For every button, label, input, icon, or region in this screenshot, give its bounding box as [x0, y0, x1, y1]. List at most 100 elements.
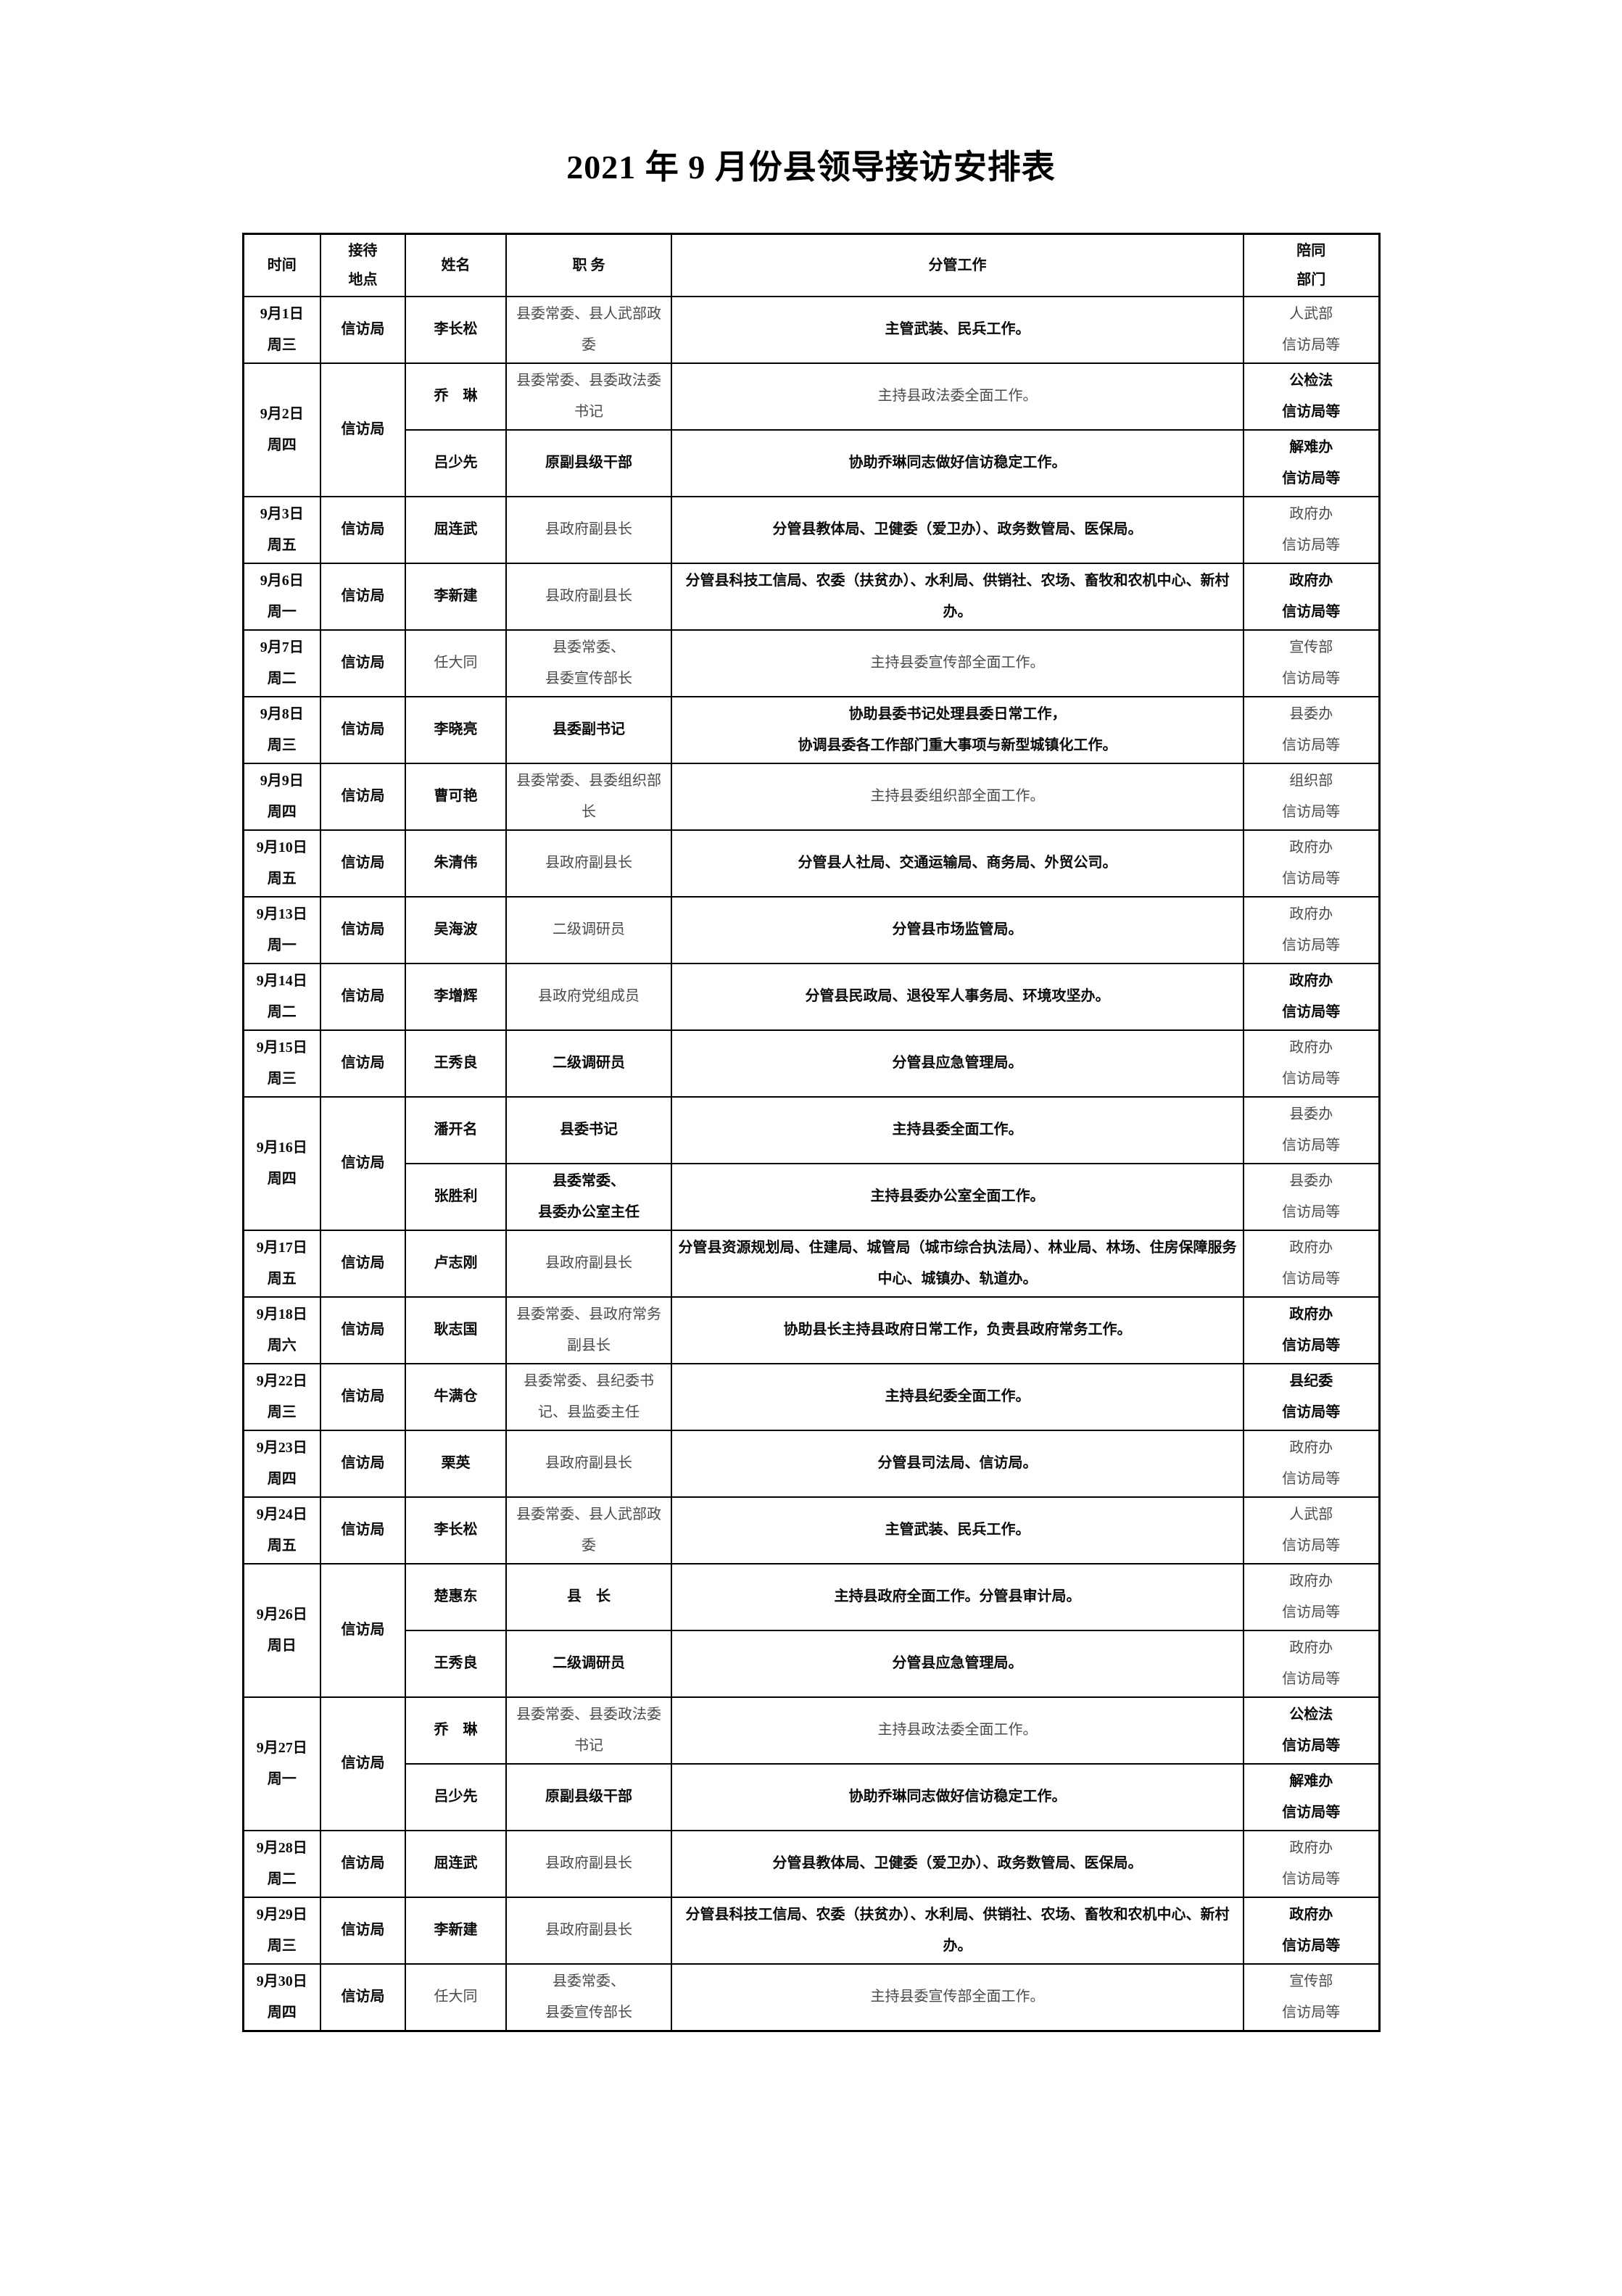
column-header-time: 时间 — [242, 233, 321, 297]
location-cell: 信访局 — [320, 1362, 406, 1431]
table-row: 9月23日 周四 信访局 栗英 县政府副县长 分管县司法局、信访局。 政府办 信访局等 — [242, 1429, 1380, 1498]
name-cell: 吕少先 — [405, 1762, 507, 1831]
table-row: 吕少先 原副县级干部 协助乔琳同志做好信访稳定工作。 解难办 信访局等 — [243, 1762, 1380, 1831]
location-cell: 信访局 — [320, 1029, 406, 1098]
table-row: 9月10日 周五 信访局 朱清伟 县政府副县长 分管县人社局、交通运输局、商务局、外贸公… — [242, 829, 1380, 898]
table-row: 9月6日 周一 信访局 李新建 县政府副县长 分管县科技工信局、农委（扶贫办）、水利局、… — [242, 562, 1380, 631]
location-cell: 信访局 — [320, 1296, 406, 1364]
name-cell: 曹可艳 — [405, 762, 507, 831]
date-cell: 9月29日 周三 — [242, 1896, 321, 1965]
table-row: 9月3日 周五 信访局 屈连武 县政府副县长 分管县教体局、卫健委（爱卫办）、政务数管局… — [242, 495, 1380, 564]
column-header-location: 接待 地点 — [320, 233, 406, 297]
work-cell: 协助乔琳同志做好信访稳定工作。 — [671, 428, 1244, 497]
table-row: 9月7日 周二 信访局 任大同 县委常委、 县委宣传部长 主持县委宣传部全面工作。 宣传部… — [242, 629, 1380, 697]
location-cell: 信访局 — [320, 362, 406, 497]
dept-cell: 政府办 信访局等 — [1243, 1629, 1380, 1698]
job-cell: 县政府副县长 — [505, 829, 672, 898]
column-header-work: 分管工作 — [671, 233, 1244, 297]
table-row: 9月2日 周四 信访局乔 琳县委常委、县委政法委书记 主持县政法委全面工作。 公检法 … — [242, 362, 1380, 497]
job-cell: 原副县级干部 — [505, 1762, 672, 1831]
table-row: 张胜利 县委常委、 县委办公室主任 主持县委办公室全面工作。 县委办 信访局等 — [243, 1162, 1380, 1231]
job-cell: 县 长 — [505, 1562, 672, 1631]
name-cell: 吕少先 — [405, 428, 507, 497]
date-cell: 9月14日 周二 — [242, 962, 321, 1031]
job-cell: 县委副书记 — [505, 695, 672, 764]
table-row: 9月18日 周六 信访局 耿志国 县委常委、县政府常务副县长 协助县长主持县政府日常工作… — [242, 1296, 1380, 1364]
dept-cell: 政府办 信访局等 — [1243, 1029, 1380, 1098]
name-cell: 耿志国 — [405, 1296, 507, 1364]
location-cell: 信访局 — [320, 695, 406, 764]
name-cell: 任大同 — [405, 629, 507, 697]
job-cell: 二级调研员 — [505, 895, 672, 964]
table-row: 9月28日 周二 信访局 屈连武 县政府副县长 分管县教体局、卫健委（爱卫办）、政务数管… — [242, 1829, 1380, 1898]
date-cell: 9月23日 周四 — [242, 1429, 321, 1498]
name-cell: 乔 琳 — [405, 362, 507, 431]
dept-cell: 宣传部 信访局等 — [1243, 629, 1380, 697]
location-cell: 信访局 — [320, 895, 406, 964]
date-cell: 9月3日 周五 — [242, 495, 321, 564]
table-row: 9月27日 周一 信访局乔 琳县委常委、县委政法委书记 主持县政法委全面工作。 公检法… — [242, 1696, 1380, 1831]
name-cell: 李长松 — [405, 1496, 507, 1564]
dept-cell: 政府办 信访局等 — [1243, 829, 1380, 898]
name-cell: 李晓亮 — [405, 695, 507, 764]
date-cell: 9月13日 周一 — [242, 895, 321, 964]
date-cell: 9月10日 周五 — [242, 829, 321, 898]
work-cell: 分管县应急管理局。 — [671, 1029, 1244, 1098]
job-cell: 县委常委、县人武部政委 — [505, 295, 672, 364]
work-cell: 主管武装、民兵工作。 — [671, 1496, 1244, 1564]
date-cell: 9月2日 周四 — [242, 362, 321, 497]
name-cell: 吴海波 — [405, 895, 507, 964]
table-row: 吕少先 原副县级干部 协助乔琳同志做好信访稳定工作。 解难办 信访局等 — [243, 428, 1380, 497]
name-cell: 朱清伟 — [405, 829, 507, 898]
dept-cell: 人武部 信访局等 — [1243, 1496, 1380, 1564]
date-cell: 9月8日 周三 — [242, 695, 321, 764]
name-cell: 张胜利 — [405, 1162, 507, 1231]
dept-cell: 宣传部 信访局等 — [1243, 1963, 1380, 2032]
table-row: 9月9日 周四 信访局 曹可艳 县委常委、县委组织部长 主持县委组织部全面工作。 组织部 … — [242, 762, 1380, 831]
job-cell: 县政府党组成员 — [505, 962, 672, 1031]
date-cell: 9月28日 周二 — [242, 1829, 321, 1898]
table-row: 9月26日 周日 信访局 楚惠东县 长主持县政府全面工作。分管县审计局。 政府办 信访… — [242, 1562, 1380, 1698]
dept-cell: 政府办 信访局等 — [1243, 562, 1380, 631]
dept-cell: 人武部 信访局等 — [1243, 295, 1380, 364]
work-cell: 分管县市场监管局。 — [671, 895, 1244, 964]
dept-cell: 政府办 信访局等 — [1243, 962, 1380, 1031]
table-row: 9月15日 周三 信访局 王秀良 二级调研员 分管县应急管理局。 政府办 信访局等 — [242, 1029, 1380, 1098]
dept-cell: 解难办 信访局等 — [1243, 428, 1380, 497]
dept-cell: 县委办 信访局等 — [1243, 695, 1380, 764]
job-cell: 二级调研员 — [505, 1629, 672, 1698]
job-cell: 二级调研员 — [505, 1029, 672, 1098]
table-row: 9月29日 周三 信访局 李新建 县政府副县长 分管县科技工信局、农委（扶贫办）、水利局… — [242, 1896, 1380, 1965]
name-cell: 乔 琳 — [405, 1696, 507, 1765]
work-cell: 分管县科技工信局、农委（扶贫办）、水利局、供销社、农场、畜牧和农机中心、新村办。 — [671, 562, 1244, 631]
name-cell: 牛满仓 — [405, 1362, 507, 1431]
dept-cell: 政府办 信访局等 — [1243, 1296, 1380, 1364]
date-cell: 9月16日 周四 — [242, 1095, 321, 1231]
location-cell: 信访局 — [320, 1829, 406, 1898]
name-cell: 李新建 — [405, 1896, 507, 1965]
location-cell: 信访局 — [320, 1095, 406, 1231]
dept-cell: 政府办 信访局等 — [1243, 1429, 1380, 1498]
location-cell: 信访局 — [320, 1896, 406, 1965]
table-body: 9月1日 周三 信访局 李长松 县委常委、县人武部政委 主管武装、民兵工作。 人武部 信访… — [242, 295, 1380, 2032]
work-cell: 主持县委办公室全面工作。 — [671, 1162, 1244, 1231]
dept-cell: 公检法 信访局等 — [1243, 1696, 1380, 1765]
date-cell: 9月1日 周三 — [242, 295, 321, 364]
table-row: 9月24日 周五 信访局 李长松 县委常委、县人武部政委 主管武装、民兵工作。 人武部 信… — [242, 1496, 1380, 1564]
job-cell: 县委常委、县委政法委书记 — [505, 362, 672, 431]
date-cell: 9月24日 周五 — [242, 1496, 321, 1564]
table-row: 9月22日 周三 信访局 牛满仓 县委常委、县纪委书记、县监委主任 主持县纪委全面工作。… — [242, 1362, 1380, 1431]
work-cell: 分管县科技工信局、农委（扶贫办）、水利局、供销社、农场、畜牧和农机中心、新村办。 — [671, 1896, 1244, 1965]
location-cell: 信访局 — [320, 1696, 406, 1831]
job-cell: 县政府副县长 — [505, 1229, 672, 1298]
work-cell: 协助县委书记处理县委日常工作， 协调县委各工作部门重大事项与新型城镇化工作。 — [671, 695, 1244, 764]
work-cell: 主持县政法委全面工作。 — [671, 362, 1244, 431]
location-cell: 信访局 — [320, 562, 406, 631]
work-cell: 分管县民政局、退役军人事务局、环境攻坚办。 — [671, 962, 1244, 1031]
job-cell: 县政府副县长 — [505, 562, 672, 631]
date-cell: 9月27日 周一 — [242, 1696, 321, 1831]
work-cell: 分管县教体局、卫健委（爱卫办）、政务数管局、医保局。 — [671, 1829, 1244, 1898]
date-cell: 9月9日 周四 — [242, 762, 321, 831]
table-row: 9月13日 周一 信访局 吴海波 二级调研员 分管县市场监管局。 政府办 信访局等 — [242, 895, 1380, 964]
job-cell: 县委常委、县政府常务副县长 — [505, 1296, 672, 1364]
